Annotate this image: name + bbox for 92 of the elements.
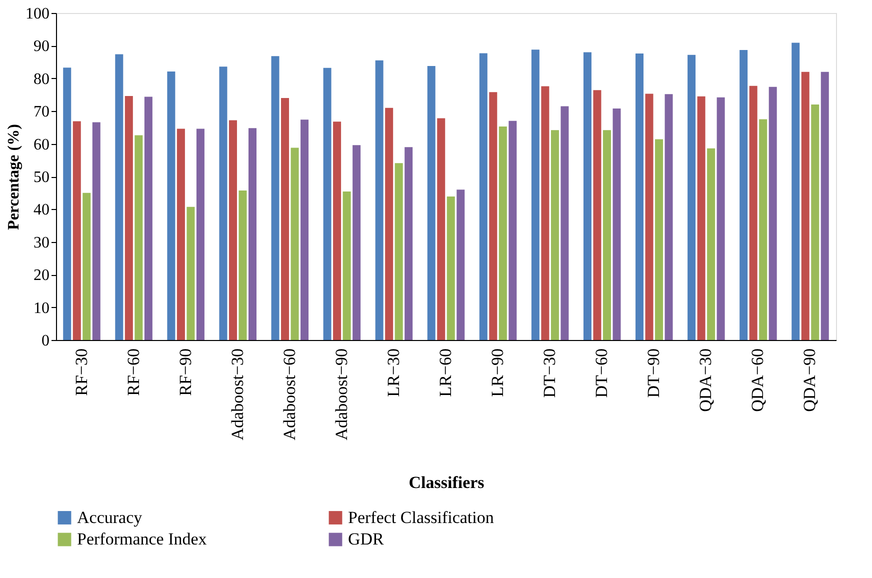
bar (820, 72, 829, 340)
bar (352, 145, 361, 340)
y-tick-label: 40 (34, 202, 50, 219)
bar (811, 104, 820, 340)
bar (124, 96, 133, 340)
bar (759, 119, 768, 340)
y-tick-label: 90 (34, 38, 50, 56)
bar (186, 206, 195, 340)
bar (768, 86, 777, 340)
legend-label: Performance Index (77, 530, 208, 548)
bar (196, 128, 204, 340)
y-tick-label: 50 (34, 169, 50, 186)
bar (792, 42, 800, 340)
bar (176, 128, 185, 340)
bar (92, 122, 100, 340)
bar (167, 72, 176, 340)
bar (115, 54, 124, 340)
bar (707, 148, 716, 340)
bar (612, 108, 621, 340)
bar (144, 96, 152, 340)
bar (446, 196, 455, 340)
y-tick-label: 0 (42, 332, 50, 350)
bar (281, 98, 290, 340)
bar (404, 147, 413, 340)
x-tick-label: LR−30 (384, 348, 403, 397)
bar (664, 94, 673, 340)
y-tick-label: 60 (34, 136, 50, 154)
bar (655, 139, 664, 340)
bar (82, 192, 91, 340)
bar (479, 53, 488, 340)
bar (801, 72, 810, 340)
x-axis-title: Classifiers (408, 473, 485, 492)
legend-label: GDR (348, 530, 385, 548)
x-tick-label: LR−60 (436, 348, 455, 397)
bar (342, 192, 351, 340)
x-tick-label: Adaboost−90 (332, 348, 351, 440)
bar (636, 54, 644, 340)
bar (541, 86, 550, 340)
bar (560, 106, 569, 340)
bar (593, 90, 602, 340)
legend-label: Perfect Classification (348, 508, 494, 527)
legend-label: Accuracy (77, 508, 143, 527)
y-tick-label: 100 (26, 6, 50, 22)
bar (602, 130, 611, 340)
y-tick-label: 70 (34, 104, 50, 121)
x-tick-label: QDA−30 (696, 348, 716, 412)
bar (63, 68, 72, 340)
x-tick-label: RF−90 (176, 348, 195, 396)
bar (437, 118, 446, 340)
bar (72, 121, 81, 340)
bar (300, 120, 309, 340)
y-tick-label: 10 (34, 300, 50, 317)
x-tick-label: LR−90 (488, 348, 508, 397)
x-tick-label: DT−30 (540, 348, 560, 398)
bar (333, 122, 342, 340)
bar (583, 52, 592, 340)
y-tick-label: 20 (34, 267, 50, 284)
bar (531, 50, 540, 340)
bar (489, 92, 498, 340)
y-tick-label: 80 (34, 70, 50, 88)
bar (271, 56, 280, 340)
bar (219, 66, 228, 340)
bar (290, 148, 299, 340)
x-tick-label: QDA−60 (748, 348, 768, 412)
bar (716, 97, 725, 340)
bar (498, 126, 507, 340)
x-tick-label: RF−60 (124, 348, 143, 396)
y-tick-label: 30 (34, 234, 50, 252)
bar (456, 190, 465, 340)
x-tick-label: Adaboost−60 (280, 348, 299, 440)
x-tick-label: DT−60 (592, 348, 612, 398)
bar (248, 128, 256, 340)
bar (688, 54, 696, 340)
y-axis-title: Percentage (%) (6, 124, 22, 230)
bar (508, 120, 517, 340)
x-tick-label: RF−30 (72, 348, 91, 396)
bar (375, 60, 384, 340)
bar (238, 190, 247, 340)
x-tick-label: DT−90 (644, 348, 664, 398)
x-tick-label: Adaboost−30 (228, 348, 247, 440)
bar (323, 68, 332, 340)
bar (427, 66, 436, 340)
bar (394, 163, 403, 340)
bar (134, 135, 143, 340)
bar (749, 86, 758, 340)
bar (550, 130, 559, 340)
bar (228, 120, 237, 340)
bar (740, 50, 748, 340)
bar (697, 96, 706, 340)
bar (645, 94, 654, 340)
x-tick-label: QDA−90 (800, 348, 820, 412)
bar (385, 108, 394, 340)
